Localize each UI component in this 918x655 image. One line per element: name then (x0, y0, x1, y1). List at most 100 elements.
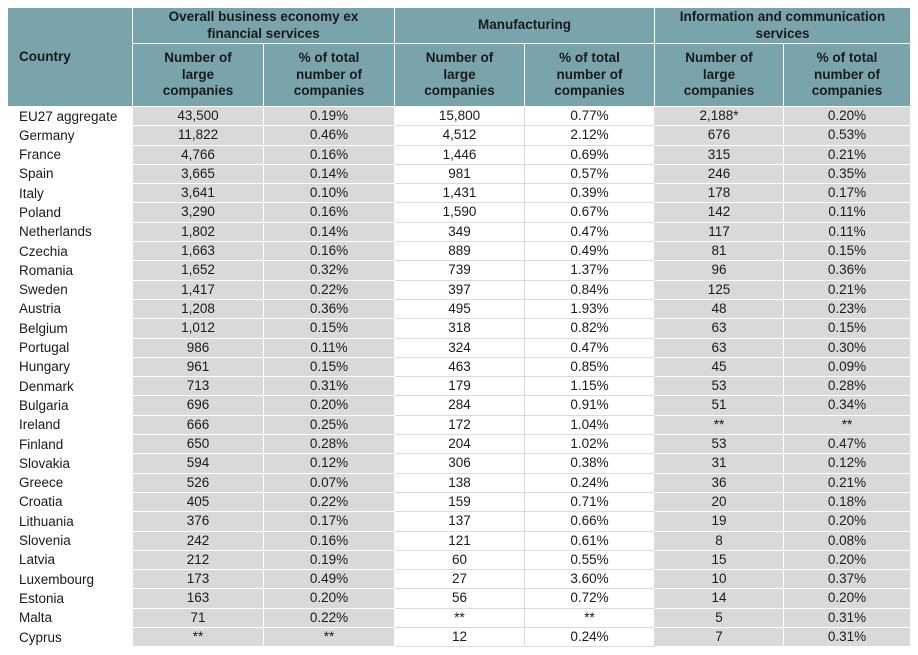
value-cell: 0.28% (264, 435, 395, 455)
value-cell: 463 (395, 357, 525, 378)
value-cell: 0.31% (264, 377, 395, 397)
value-cell: 137 (395, 512, 525, 532)
value-cell: 0.24% (525, 628, 655, 648)
value-cell: 2,188* (655, 107, 784, 127)
table-row: Belgium 1,012 0.15% 318 0.82% 63 0.15% (8, 319, 912, 339)
country-cell: Romania (8, 261, 133, 281)
value-cell: 14 (655, 589, 784, 609)
value-cell: 5 (655, 608, 784, 629)
value-cell: 961 (133, 357, 264, 378)
table-row: Portugal 986 0.11% 324 0.47% 63 0.30% (8, 338, 912, 358)
value-cell: 0.66% (525, 512, 655, 532)
value-cell: 3,641 (133, 184, 264, 204)
value-cell: 8 (655, 531, 784, 551)
value-cell: 31 (655, 454, 784, 474)
country-cell: Italy (8, 184, 133, 204)
value-cell: 0.36% (264, 299, 395, 320)
table-row: Romania 1,652 0.32% 739 1.37% 96 0.36% (8, 261, 912, 281)
country-cell: Greece (8, 473, 133, 493)
value-cell: 0.21% (784, 473, 912, 493)
value-cell: 1,208 (133, 299, 264, 320)
value-cell: 12 (395, 628, 525, 648)
value-cell: ** (395, 608, 525, 629)
value-cell: 1,590 (395, 203, 525, 223)
value-cell: 526 (133, 473, 264, 493)
value-cell: 138 (395, 473, 525, 493)
country-column-header: Country (8, 8, 133, 107)
value-cell: 0.20% (784, 589, 912, 609)
country-cell: Hungary (8, 357, 133, 378)
value-cell: 163 (133, 589, 264, 609)
value-cell: 0.11% (784, 222, 912, 243)
value-cell: 1,663 (133, 242, 264, 262)
country-cell: Sweden (8, 280, 133, 300)
sub-header-row: Number of large companies % of total num… (8, 44, 912, 107)
value-cell: 142 (655, 203, 784, 223)
value-cell: 173 (133, 570, 264, 590)
value-cell: 117 (655, 222, 784, 243)
value-cell: 0.14% (264, 222, 395, 243)
country-cell: Finland (8, 435, 133, 455)
value-cell: 0.11% (264, 338, 395, 358)
value-cell: 27 (395, 570, 525, 590)
value-cell: 0.32% (264, 261, 395, 281)
table-row: Luxembourg 173 0.49% 27 3.60% 10 0.37% (8, 570, 912, 590)
value-cell: 0.85% (525, 357, 655, 378)
value-cell: 696 (133, 396, 264, 416)
value-cell: 71 (133, 608, 264, 629)
value-cell: 10 (655, 570, 784, 590)
value-cell: 246 (655, 164, 784, 185)
country-cell: Bulgaria (8, 396, 133, 416)
value-cell: 1.93% (525, 299, 655, 320)
value-cell: 96 (655, 261, 784, 281)
value-cell: 0.82% (525, 319, 655, 339)
value-cell: 0.16% (264, 203, 395, 223)
country-cell: Ireland (8, 415, 133, 436)
subheader-ict-count: Number of large companies (655, 44, 784, 107)
table-row: Poland 3,290 0.16% 1,590 0.67% 142 0.11% (8, 203, 912, 223)
table-row: Greece 526 0.07% 138 0.24% 36 0.21% (8, 473, 912, 493)
country-cell: Netherlands (8, 222, 133, 243)
value-cell: 3,665 (133, 164, 264, 185)
value-cell: 0.46% (264, 126, 395, 146)
value-cell: 666 (133, 415, 264, 436)
value-cell: ** (264, 628, 395, 648)
value-cell: 0.10% (264, 184, 395, 204)
table-row: Ireland 666 0.25% 172 1.04% ** ** (8, 415, 912, 436)
value-cell: 1.15% (525, 377, 655, 397)
value-cell: 1,652 (133, 261, 264, 281)
value-cell: 0.20% (784, 550, 912, 571)
value-cell: 4,766 (133, 145, 264, 165)
value-cell: 0.16% (264, 242, 395, 262)
table-row: Slovenia 242 0.16% 121 0.61% 8 0.08% (8, 531, 912, 551)
value-cell: 0.47% (784, 435, 912, 455)
country-cell: Latvia (8, 550, 133, 571)
value-cell: 315 (655, 145, 784, 165)
value-cell: 0.16% (264, 145, 395, 165)
group-header-row: Country Overall business economy ex fina… (8, 8, 912, 107)
value-cell: 0.61% (525, 531, 655, 551)
country-cell: Portugal (8, 338, 133, 358)
value-cell: 713 (133, 377, 264, 397)
value-cell: 1,431 (395, 184, 525, 204)
country-cell: Denmark (8, 377, 133, 397)
value-cell: 0.37% (784, 570, 912, 590)
value-cell: 0.21% (784, 145, 912, 165)
value-cell: 7 (655, 628, 784, 648)
table-row: EU27 aggregate 43,500 0.19% 15,800 0.77% 2,18… (8, 107, 912, 127)
large-companies-table: Country Overall business economy ex fina… (8, 8, 912, 648)
value-cell: 0.36% (784, 261, 912, 281)
value-cell: 1,012 (133, 319, 264, 339)
value-cell: 0.84% (525, 280, 655, 300)
value-cell: 0.16% (264, 531, 395, 551)
value-cell: 0.69% (525, 145, 655, 165)
value-cell: 178 (655, 184, 784, 204)
value-cell: 0.35% (784, 164, 912, 185)
value-cell: 0.72% (525, 589, 655, 609)
value-cell: 0.47% (525, 338, 655, 358)
table-row: France 4,766 0.16% 1,446 0.69% 315 0.21% (8, 145, 912, 165)
value-cell: 0.31% (784, 628, 912, 648)
value-cell: 0.71% (525, 492, 655, 513)
value-cell: 2.12% (525, 126, 655, 146)
value-cell: 204 (395, 435, 525, 455)
